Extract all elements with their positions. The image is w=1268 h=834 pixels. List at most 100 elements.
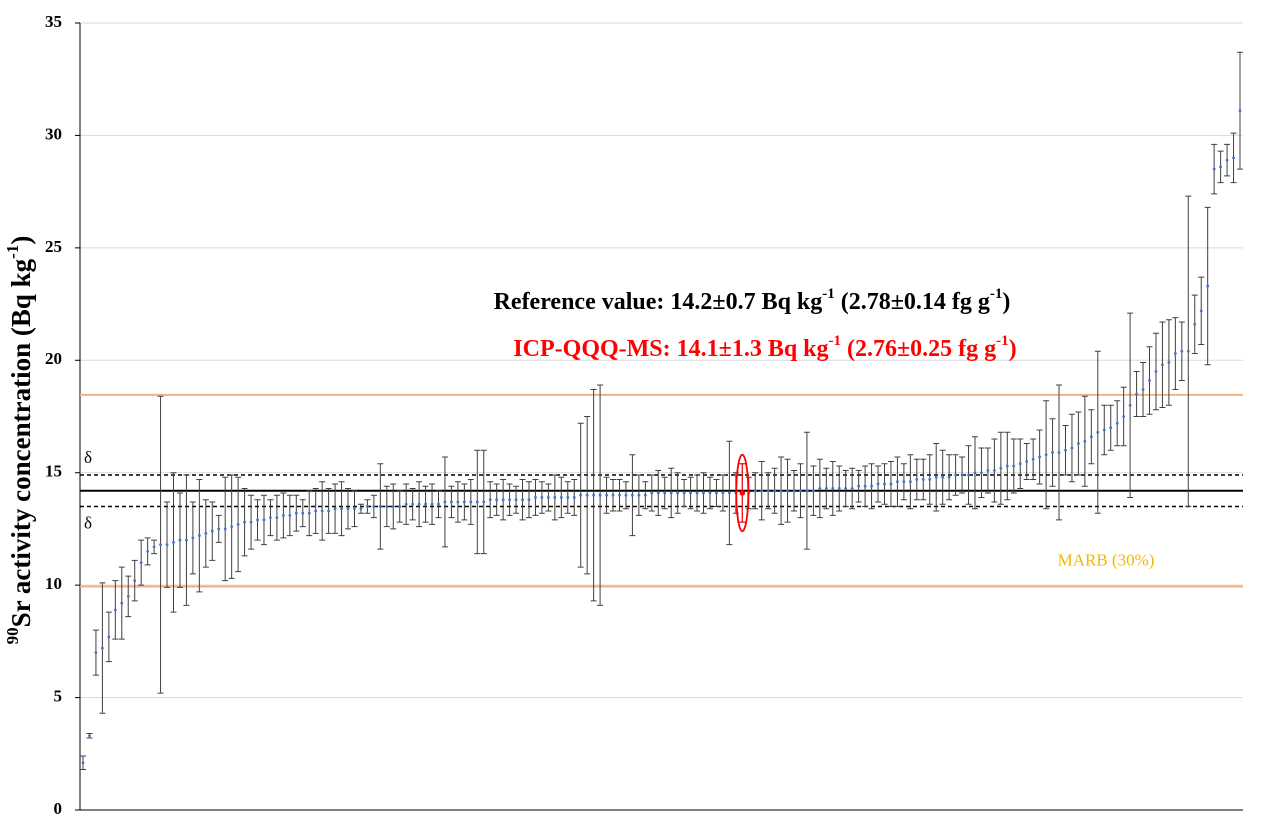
data-point <box>385 505 389 508</box>
data-point <box>243 520 246 524</box>
data-point <box>1122 415 1126 418</box>
data-point <box>592 493 596 497</box>
data-point <box>133 579 137 583</box>
data-point <box>1083 439 1087 443</box>
data-point <box>954 473 957 477</box>
data-point <box>721 491 725 495</box>
data-point <box>366 505 369 508</box>
annotation: ICP-QQQ-MS: 14.1±1.3 Bq kg-1 (2.76±0.25 … <box>513 333 1016 361</box>
data-point <box>611 493 615 497</box>
data-point <box>1219 165 1223 169</box>
data-point <box>1077 442 1080 445</box>
data-point <box>598 493 602 497</box>
data-point <box>1180 349 1184 353</box>
data-point <box>404 502 408 506</box>
data-point <box>223 527 227 531</box>
data-point <box>1064 448 1067 452</box>
data-point <box>844 487 848 490</box>
data-point <box>256 518 259 522</box>
data-point <box>314 509 318 513</box>
data-point <box>876 482 880 486</box>
text-part: ) <box>1002 289 1010 315</box>
data-point <box>210 529 214 533</box>
data-point <box>1018 462 1022 466</box>
data-point <box>559 496 563 499</box>
data-point <box>676 491 680 495</box>
data-point <box>340 507 343 511</box>
data-point <box>307 511 311 515</box>
data-point <box>1025 460 1029 463</box>
data-point <box>372 505 376 508</box>
data-point <box>152 545 156 549</box>
text-part: ) <box>6 236 36 245</box>
data-point <box>139 561 143 565</box>
data-point <box>197 534 201 538</box>
data-point <box>1038 455 1042 459</box>
data-point <box>1044 453 1048 457</box>
data-point <box>799 489 802 493</box>
reference-label: δ <box>84 448 92 467</box>
data-point <box>837 487 841 490</box>
data-point <box>191 536 195 540</box>
text-part: (2.76±0.25 fg g <box>841 336 996 362</box>
data-point <box>1102 428 1106 432</box>
data-point <box>928 478 932 481</box>
data-point <box>1096 430 1100 434</box>
data-point <box>534 496 537 499</box>
data-point <box>94 651 98 654</box>
data-point <box>281 514 285 517</box>
data-point <box>249 520 253 524</box>
superscript: 90 <box>3 627 22 644</box>
data-point <box>973 471 977 475</box>
data-point <box>113 608 117 612</box>
data-point <box>908 480 912 484</box>
data-point <box>1135 392 1138 396</box>
data-point <box>1225 158 1229 162</box>
data-point <box>967 473 970 477</box>
data-point <box>786 489 789 493</box>
data-point <box>1031 457 1035 461</box>
data-point <box>1238 109 1242 113</box>
data-point <box>941 475 945 479</box>
data-point <box>553 496 557 499</box>
data-point <box>1109 426 1113 430</box>
y-tick-label: 25 <box>45 237 62 256</box>
data-point <box>430 502 434 506</box>
data-point <box>889 482 893 486</box>
data-point <box>643 493 647 497</box>
data-point <box>1193 322 1197 326</box>
data-point <box>980 471 983 475</box>
data-point <box>1161 363 1164 367</box>
data-point <box>353 507 356 511</box>
y-axis-title: 90Sr activity concentration (Bq kg-1) <box>3 236 36 645</box>
data-point <box>378 505 382 508</box>
data-point <box>437 502 440 506</box>
data-point <box>824 487 828 490</box>
data-point <box>107 635 111 639</box>
superscript: -1 <box>829 333 842 349</box>
y-tick-label: 10 <box>45 574 62 593</box>
data-point <box>495 498 499 502</box>
data-point <box>230 525 234 529</box>
text-part: ) <box>1009 336 1017 362</box>
data-point <box>1005 464 1009 468</box>
data-point <box>165 543 169 547</box>
data-point <box>669 491 673 495</box>
data-point <box>773 489 777 493</box>
data-point <box>172 541 175 544</box>
data-point <box>896 480 899 484</box>
data-point <box>883 482 886 486</box>
data-point <box>811 489 815 493</box>
data-point <box>650 491 654 495</box>
data-point <box>572 496 576 499</box>
data-point <box>88 734 91 738</box>
data-point <box>204 532 208 535</box>
data-point <box>960 473 964 477</box>
data-point <box>689 491 692 495</box>
data-point <box>185 538 188 542</box>
reference-label: MARB (30%) <box>1058 550 1155 569</box>
data-point <box>739 490 746 496</box>
data-point <box>521 498 524 502</box>
data-point <box>146 550 150 553</box>
